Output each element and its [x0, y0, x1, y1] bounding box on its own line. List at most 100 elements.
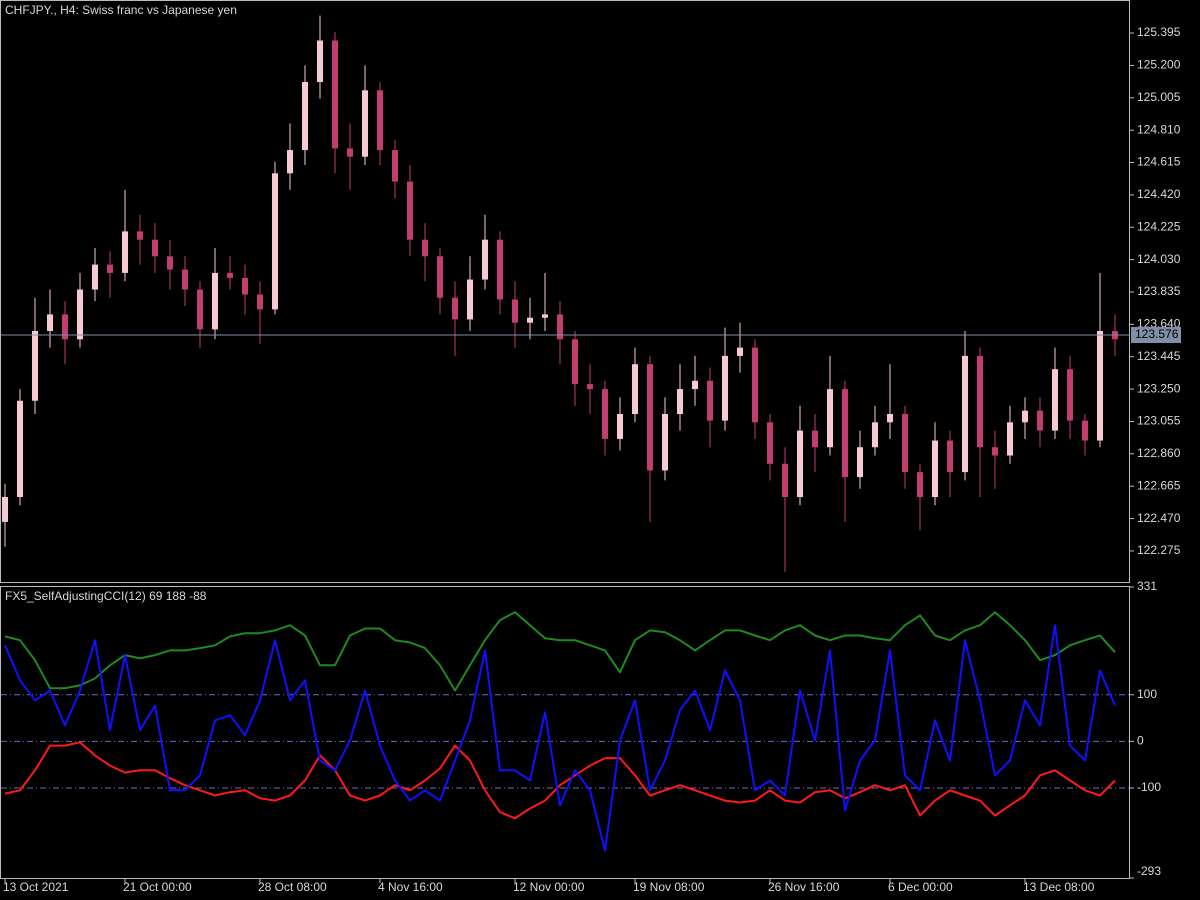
candle-body	[467, 279, 473, 320]
candle-body	[797, 430, 803, 498]
x-tick-label: 4 Nov 16:00	[378, 880, 443, 894]
x-tick-label: 13 Oct 2021	[3, 880, 69, 894]
candle-body	[917, 472, 923, 498]
candle-body	[422, 239, 428, 257]
candle-body	[212, 272, 218, 330]
candle-body	[677, 389, 683, 415]
candle-body	[62, 314, 68, 340]
candle-body	[242, 277, 248, 295]
candle-body	[482, 239, 488, 280]
candle-body	[437, 256, 443, 298]
candle-body	[857, 447, 863, 478]
indicator-pane-border	[0, 586, 1130, 879]
candle-body	[137, 231, 143, 240]
indicator-line	[4, 624, 1116, 852]
candle-body	[1037, 410, 1043, 431]
candle-body	[1022, 410, 1028, 423]
candle-body	[287, 150, 293, 174]
y-tick-label: 124.810	[1137, 122, 1181, 136]
candle-body	[752, 347, 758, 423]
candle-body	[872, 422, 878, 448]
candle-body	[542, 314, 548, 318]
candle-body	[962, 355, 968, 473]
candle-body	[632, 364, 638, 415]
candle-body	[692, 380, 698, 390]
last-price-box	[1131, 326, 1181, 343]
candle-body	[602, 389, 608, 439]
candle-body	[827, 389, 833, 448]
candle-body	[407, 181, 413, 240]
candle-body	[572, 339, 578, 385]
candle-body	[347, 148, 353, 157]
candle-body	[1082, 420, 1088, 441]
chart-title: CHFJPY., H4: Swiss franc vs Japanese yen	[5, 3, 237, 17]
y-tick-label: 123.055	[1137, 414, 1181, 428]
candle-body	[497, 239, 503, 300]
candle-body	[902, 414, 908, 473]
y-tick-label: 123.835	[1137, 284, 1181, 298]
candle-body	[737, 347, 743, 356]
candle-body	[92, 264, 98, 290]
y-tick-label: 125.395	[1137, 25, 1181, 39]
y-tick-label: 122.665	[1137, 478, 1181, 492]
candle-body	[662, 414, 668, 471]
candle-body	[1007, 422, 1013, 456]
candle-body	[842, 389, 848, 478]
y-tick-label: 125.200	[1137, 58, 1181, 72]
x-tick-label: 12 Nov 00:00	[513, 880, 585, 894]
candle-body	[812, 430, 818, 448]
y-tick-label: 123.250	[1137, 381, 1181, 395]
y-tick-label: 125.005	[1137, 90, 1181, 104]
candle-body	[452, 297, 458, 320]
candle-body	[302, 82, 308, 151]
candle-body	[317, 40, 323, 83]
candle-body	[167, 256, 173, 270]
candle-body	[182, 269, 188, 290]
candle-body	[392, 150, 398, 182]
candle-body	[332, 40, 338, 149]
y-tick-label: 124.225	[1137, 219, 1181, 233]
candle-body	[152, 239, 158, 257]
candle-body	[227, 272, 233, 278]
price-pane-border	[0, 0, 1130, 583]
candle-body	[767, 422, 773, 464]
candle-body	[722, 355, 728, 421]
indicator-title: FX5_SelfAdjustingCCI(12) 69 188 -88	[5, 589, 207, 603]
candle-body	[617, 414, 623, 439]
candle-body	[527, 317, 533, 323]
y-tick-label: 331	[1137, 579, 1157, 593]
candle-body	[947, 440, 953, 473]
x-tick-label: 13 Dec 08:00	[1023, 880, 1095, 894]
y-tick-label: 124.030	[1137, 252, 1181, 266]
candle-body	[707, 380, 713, 421]
y-tick-label: 122.470	[1137, 511, 1181, 525]
x-tick-label: 26 Nov 16:00	[768, 880, 840, 894]
candle-body	[887, 414, 893, 423]
candle-body	[782, 463, 788, 498]
candle-body	[647, 364, 653, 471]
candle-body	[1097, 331, 1103, 441]
candle-body	[1067, 369, 1073, 421]
x-tick-label: 19 Nov 08:00	[633, 880, 705, 894]
y-tick-label: 122.275	[1137, 543, 1181, 557]
candle-body	[512, 299, 518, 323]
indicator-line	[4, 611, 1116, 692]
candle-body	[1052, 369, 1058, 431]
candle-body	[362, 90, 368, 157]
candle-body	[197, 289, 203, 330]
candle-body	[272, 173, 278, 310]
candle-body	[932, 440, 938, 498]
y-tick-label: -100	[1137, 780, 1161, 794]
x-tick-label: 21 Oct 00:00	[123, 880, 192, 894]
candle-body	[77, 289, 83, 340]
y-tick-label: 124.615	[1137, 155, 1181, 169]
y-tick-label: 124.420	[1137, 187, 1181, 201]
candle-body	[32, 331, 38, 401]
candle-body	[107, 264, 113, 273]
candle-body	[47, 314, 53, 332]
y-tick-label: 123.445	[1137, 349, 1181, 363]
y-tick-label: 122.860	[1137, 446, 1181, 460]
candle-body	[587, 384, 593, 390]
